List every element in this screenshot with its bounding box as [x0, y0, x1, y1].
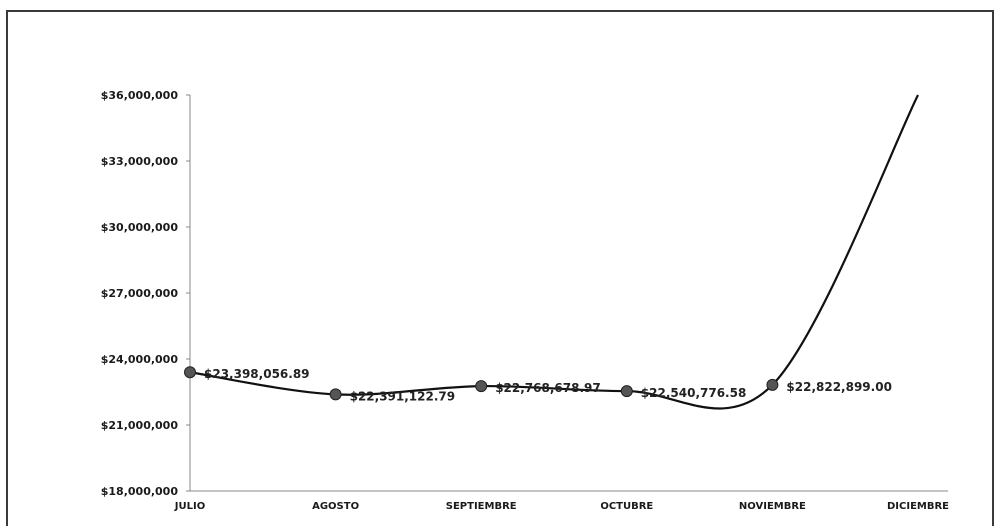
- x-axis-ticks: JULIO AGOSTO SEPTIEMBRE OCTUBRE NOVIEMBRE DIC…: [174, 501, 949, 512]
- y-tick-label: $30,000,000: [101, 221, 179, 234]
- data-label: $22,822,899.00: [786, 380, 892, 394]
- y-tick-label: $27,000,000: [101, 287, 179, 300]
- axes: [189, 95, 948, 492]
- data-point: [184, 366, 196, 379]
- y-tick-label: $33,000,000: [101, 155, 179, 168]
- y-tick-label: $36,000,000: [101, 89, 179, 102]
- chart-area: [6, 10, 994, 526]
- data-point: [475, 380, 488, 393]
- data-point: [766, 378, 779, 391]
- series-group: [184, 94, 919, 410]
- y-tick-label: $24,000,000: [101, 353, 179, 366]
- x-tick-label: OCTUBRE: [600, 501, 653, 512]
- x-tick-label: DICIEMBRE: [887, 501, 949, 512]
- series-line: [189, 94, 919, 410]
- x-tick-label: AGOSTO: [312, 501, 359, 512]
- data-point: [620, 385, 633, 398]
- x-tick-label: SEPTIEMBRE: [446, 501, 517, 512]
- x-tick-label: NOVIEMBRE: [739, 501, 806, 512]
- y-tick-label: $21,000,000: [101, 419, 179, 432]
- x-tick-label: JULIO: [174, 501, 205, 512]
- y-axis-ticks: $18,000,000 $21,000,000 $24,000,000 $27,000…: [101, 89, 190, 498]
- data-labels: $23,398,056.89 $22,391,122.79 $22,768,678.…: [204, 367, 892, 403]
- data-label: $22,540,776.58: [641, 386, 747, 400]
- data-label: $22,391,122.79: [350, 389, 456, 403]
- data-label: $23,398,056.89: [204, 367, 310, 381]
- data-point: [329, 388, 342, 401]
- data-label: $22,768,678.97: [495, 381, 601, 395]
- y-tick-label: $18,000,000: [101, 485, 179, 498]
